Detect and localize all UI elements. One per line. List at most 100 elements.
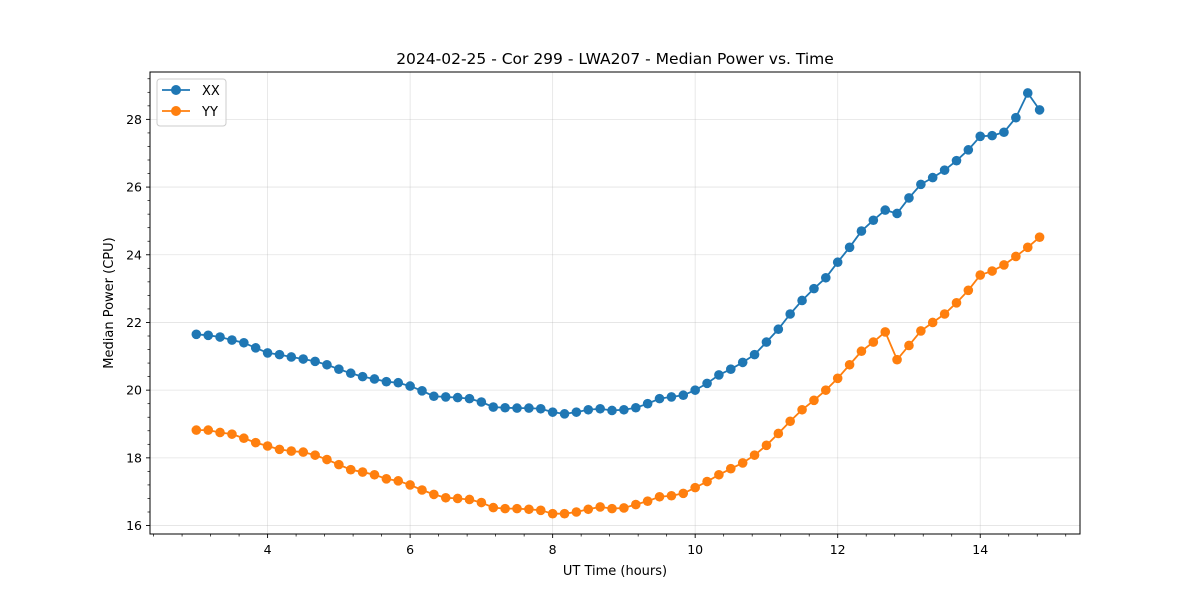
data-point-yy bbox=[999, 260, 1009, 270]
data-point-yy bbox=[654, 491, 665, 502]
data-point-yy bbox=[868, 337, 879, 347]
data-point-xx bbox=[856, 226, 867, 236]
data-point-yy bbox=[405, 480, 415, 490]
data-point-xx bbox=[642, 398, 653, 409]
data-point-yy bbox=[512, 503, 522, 514]
y-tick-label: 26 bbox=[126, 180, 142, 195]
data-point-xx bbox=[714, 370, 724, 380]
x-tick-label: 12 bbox=[830, 542, 846, 557]
data-point-yy bbox=[1034, 232, 1045, 242]
data-point-xx bbox=[535, 403, 546, 414]
series-yy bbox=[191, 232, 1045, 519]
data-point-yy bbox=[559, 508, 570, 519]
data-point-xx bbox=[654, 393, 665, 404]
data-point-yy bbox=[369, 469, 380, 480]
data-point-yy bbox=[203, 425, 214, 435]
data-point-yy bbox=[429, 489, 439, 500]
data-point-xx bbox=[726, 364, 736, 374]
data-point-yy bbox=[714, 469, 724, 480]
data-point-yy bbox=[939, 309, 950, 319]
data-point-xx bbox=[524, 403, 534, 413]
data-point-xx bbox=[191, 329, 202, 340]
data-point-yy bbox=[250, 437, 261, 448]
data-point-xx bbox=[381, 376, 392, 387]
data-point-yy bbox=[785, 416, 795, 427]
data-point-xx bbox=[892, 208, 902, 219]
data-point-yy bbox=[488, 502, 499, 513]
legend-label-xx: XX bbox=[202, 84, 220, 99]
data-point-xx bbox=[334, 364, 344, 374]
data-point-xx bbox=[250, 343, 261, 353]
data-point-yy bbox=[464, 494, 475, 505]
grid-lines bbox=[150, 72, 1080, 534]
data-point-yy bbox=[821, 385, 831, 395]
data-point-xx bbox=[987, 130, 997, 141]
data-point-yy bbox=[452, 493, 463, 504]
data-point-yy bbox=[524, 504, 534, 515]
data-point-yy bbox=[844, 359, 855, 370]
data-point-yy bbox=[975, 270, 986, 280]
data-point-yy bbox=[345, 464, 356, 475]
data-point-yy bbox=[227, 429, 237, 439]
data-point-xx bbox=[357, 371, 368, 382]
x-tick-label: 4 bbox=[264, 542, 272, 557]
data-point-yy bbox=[476, 497, 487, 508]
data-point-xx bbox=[298, 354, 309, 364]
data-point-xx bbox=[880, 205, 891, 215]
data-point-xx bbox=[559, 409, 570, 419]
data-point-xx bbox=[844, 242, 855, 253]
data-point-xx bbox=[916, 179, 926, 190]
data-point-xx bbox=[975, 131, 986, 142]
data-point-yy bbox=[690, 482, 700, 493]
data-point-yy bbox=[417, 485, 427, 495]
data-point-yy bbox=[702, 476, 712, 487]
data-point-yy bbox=[595, 502, 605, 512]
chart-title: 2024-02-25 - Cor 299 - LWA207 - Median P… bbox=[396, 50, 834, 68]
data-point-xx bbox=[631, 402, 641, 413]
data-point-xx bbox=[678, 390, 689, 401]
data-point-yy bbox=[607, 503, 617, 514]
data-point-xx bbox=[571, 407, 582, 417]
data-point-xx bbox=[369, 374, 380, 384]
data-point-yy bbox=[666, 490, 677, 501]
data-point-yy bbox=[987, 266, 997, 276]
data-point-xx bbox=[595, 403, 605, 414]
data-point-xx bbox=[809, 283, 819, 294]
data-point-yy bbox=[951, 298, 962, 308]
data-point-yy bbox=[642, 496, 653, 506]
legend-label-yy: YY bbox=[201, 105, 218, 120]
data-point-xx bbox=[417, 386, 427, 396]
data-point-xx bbox=[488, 402, 499, 412]
data-point-yy bbox=[274, 444, 285, 455]
data-point-xx bbox=[832, 257, 843, 268]
data-point-xx bbox=[1022, 88, 1033, 98]
data-point-xx bbox=[405, 381, 415, 391]
x-tick-label: 10 bbox=[687, 542, 703, 557]
data-point-yy bbox=[322, 454, 332, 465]
data-point-yy bbox=[298, 447, 309, 457]
data-point-xx bbox=[274, 349, 285, 360]
data-point-yy bbox=[262, 441, 273, 451]
y-tick-label: 28 bbox=[126, 112, 142, 127]
data-point-xx bbox=[999, 127, 1009, 138]
data-point-yy bbox=[963, 285, 974, 296]
data-point-xx bbox=[737, 357, 748, 368]
data-point-xx bbox=[619, 404, 629, 415]
data-point-xx bbox=[797, 295, 807, 306]
x-tick-label: 8 bbox=[549, 542, 557, 557]
data-point-yy bbox=[440, 492, 451, 503]
data-point-xx bbox=[821, 272, 831, 283]
data-point-xx bbox=[476, 397, 487, 407]
y-tick-label: 18 bbox=[126, 450, 142, 465]
data-point-yy bbox=[1011, 251, 1021, 262]
series-layer bbox=[191, 88, 1045, 519]
data-point-yy bbox=[286, 446, 297, 456]
data-point-yy bbox=[500, 503, 510, 514]
x-tick-label: 14 bbox=[972, 542, 988, 557]
data-point-xx bbox=[1034, 105, 1045, 115]
data-point-yy bbox=[357, 467, 368, 477]
x-axis-label: UT Time (hours) bbox=[563, 564, 667, 579]
legend-marker-yy bbox=[171, 106, 181, 116]
legend: XX YY bbox=[156, 78, 227, 127]
